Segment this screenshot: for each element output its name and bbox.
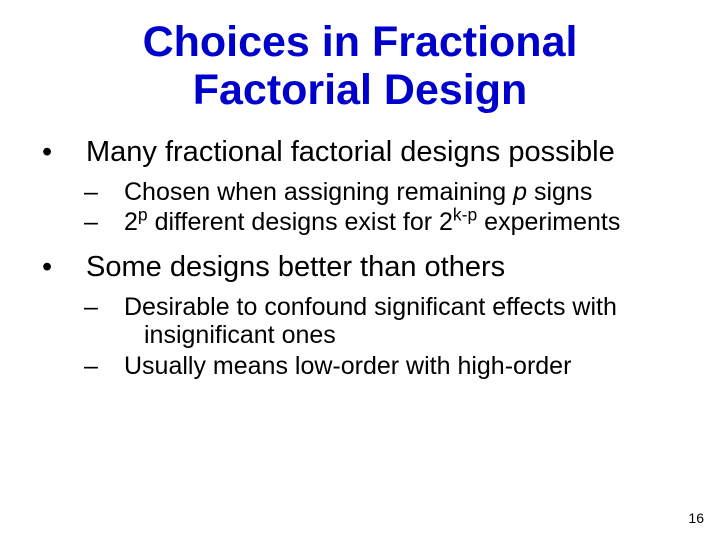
page-number: 16 <box>688 510 704 526</box>
b1s2-c: experiments <box>477 208 620 236</box>
dash-icon: – <box>104 293 124 322</box>
title-line-2: Factorial Design <box>193 66 528 114</box>
b2s2-text: Usually means low-order with high-order <box>124 352 571 380</box>
title-line-1: Choices in Fractional <box>143 18 578 66</box>
b1s1-p: p <box>513 178 527 206</box>
slide: Choices in Fractional Factorial Design •… <box>0 0 720 540</box>
b1s2-a: 2 <box>124 208 138 236</box>
bullet-1-sub-2: –2p different designs exist for 2k-p exp… <box>124 208 680 237</box>
bullet-1-text: Many fractional factorial designs possib… <box>86 136 615 168</box>
bullet-2-sub-1: –Desirable to confound significant effec… <box>124 293 680 351</box>
bullet-icon: • <box>64 251 86 284</box>
b1s2-sup1: p <box>138 205 148 225</box>
dash-icon: – <box>104 178 124 207</box>
dash-icon: – <box>104 352 124 381</box>
bullet-1-sub-1: –Chosen when assigning remaining p signs <box>124 178 680 207</box>
bullet-icon: • <box>64 136 86 169</box>
bullet-2: •Some designs better than others <box>86 251 680 284</box>
bullet-2-text: Some designs better than others <box>86 251 505 283</box>
bullet-2-sub-2: –Usually means low-order with high-order <box>124 352 680 381</box>
b1s1-post: signs <box>527 178 592 206</box>
spacer <box>40 239 680 251</box>
b1s1-pre: Chosen when assigning remaining <box>124 178 513 206</box>
b1s2-b: different designs exist for 2 <box>148 208 453 236</box>
b1s2-sup2: k-p <box>453 205 477 225</box>
bullet-1: •Many fractional factorial designs possi… <box>86 136 680 169</box>
dash-icon: – <box>104 208 124 237</box>
b2s1-text: Desirable to confound significant effect… <box>124 293 617 350</box>
slide-title: Choices in Fractional Factorial Design <box>40 18 680 114</box>
